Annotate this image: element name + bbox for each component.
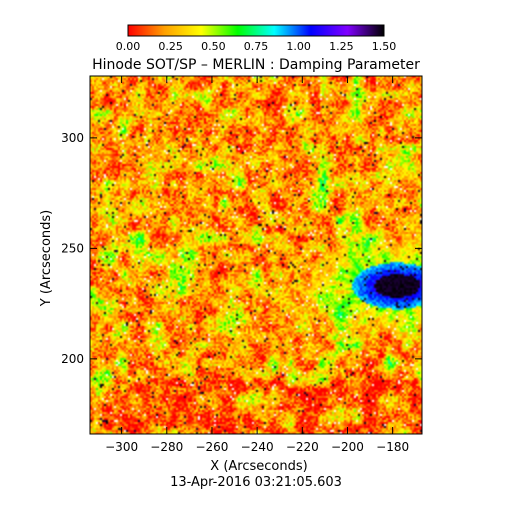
x-tick-label: −240 bbox=[241, 440, 274, 454]
y-tick-label: 250 bbox=[61, 241, 84, 255]
colorbar-tick-label: 0.50 bbox=[201, 40, 226, 53]
colorbar-tick-label: 0.75 bbox=[244, 40, 269, 53]
colorbar bbox=[127, 24, 385, 37]
colorbar-tick-label: 1.50 bbox=[372, 40, 397, 53]
x-tick-label: −300 bbox=[105, 440, 138, 454]
heatmap-image bbox=[90, 76, 422, 434]
colorbar-tick-label: 1.25 bbox=[329, 40, 354, 53]
x-tick-label: −200 bbox=[331, 440, 364, 454]
y-tick-label: 300 bbox=[61, 131, 84, 145]
colorbar-tick-label: 0.25 bbox=[158, 40, 183, 53]
timestamp-label: 13-Apr-2016 03:21:05.603 bbox=[170, 475, 342, 490]
y-axis-label: Y (Arcseconds) bbox=[39, 210, 54, 307]
x-axis-label: X (Arcseconds) bbox=[210, 459, 307, 474]
colorbar-tick-label: 0.00 bbox=[116, 40, 141, 53]
y-tick-label: 200 bbox=[61, 352, 84, 366]
x-tick-label: −220 bbox=[286, 440, 319, 454]
plot-frame bbox=[89, 75, 423, 435]
x-axis-ticks: −300 −280 −260 −240 −220 −200 −180 bbox=[105, 76, 409, 454]
x-tick-label: −180 bbox=[376, 440, 409, 454]
colorbar-ticks: 0.00 0.25 0.50 0.75 1.00 1.25 1.50 bbox=[116, 40, 397, 53]
colorbar-tick-label: 1.00 bbox=[286, 40, 311, 53]
x-tick-label: −280 bbox=[150, 440, 183, 454]
plot-area bbox=[89, 75, 423, 435]
y-axis-ticks: 200 250 300 bbox=[61, 131, 422, 366]
chart-title: Hinode SOT/SP – MERLIN : Damping Paramet… bbox=[92, 57, 420, 73]
x-tick-label: −260 bbox=[195, 440, 228, 454]
